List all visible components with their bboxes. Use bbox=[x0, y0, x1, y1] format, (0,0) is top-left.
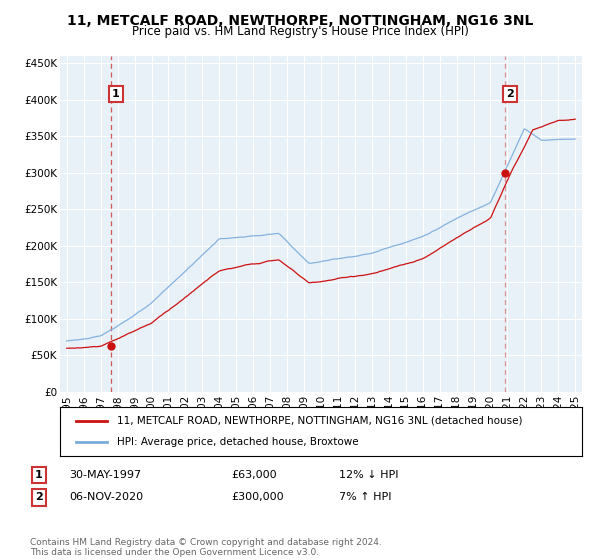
Text: 12% ↓ HPI: 12% ↓ HPI bbox=[339, 470, 398, 480]
Text: HPI: Average price, detached house, Broxtowe: HPI: Average price, detached house, Brox… bbox=[118, 437, 359, 447]
Text: 1: 1 bbox=[112, 89, 120, 99]
Text: 30-MAY-1997: 30-MAY-1997 bbox=[69, 470, 141, 480]
Text: 11, METCALF ROAD, NEWTHORPE, NOTTINGHAM, NG16 3NL: 11, METCALF ROAD, NEWTHORPE, NOTTINGHAM,… bbox=[67, 14, 533, 28]
Text: 2: 2 bbox=[506, 89, 514, 99]
Text: 11, METCALF ROAD, NEWTHORPE, NOTTINGHAM, NG16 3NL (detached house): 11, METCALF ROAD, NEWTHORPE, NOTTINGHAM,… bbox=[118, 416, 523, 426]
Text: 7% ↑ HPI: 7% ↑ HPI bbox=[339, 492, 391, 502]
Text: Price paid vs. HM Land Registry's House Price Index (HPI): Price paid vs. HM Land Registry's House … bbox=[131, 25, 469, 38]
Text: 2: 2 bbox=[35, 492, 43, 502]
Text: 1: 1 bbox=[35, 470, 43, 480]
Text: £300,000: £300,000 bbox=[231, 492, 284, 502]
Text: £63,000: £63,000 bbox=[231, 470, 277, 480]
Text: 06-NOV-2020: 06-NOV-2020 bbox=[69, 492, 143, 502]
Text: Contains HM Land Registry data © Crown copyright and database right 2024.
This d: Contains HM Land Registry data © Crown c… bbox=[30, 538, 382, 557]
